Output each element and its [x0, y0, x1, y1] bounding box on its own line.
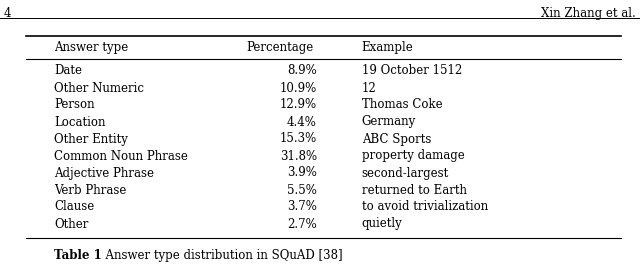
Text: Person: Person: [54, 98, 95, 111]
Text: 2.7%: 2.7%: [287, 218, 317, 231]
Text: 12.9%: 12.9%: [280, 98, 317, 111]
Text: 3.9%: 3.9%: [287, 166, 317, 179]
Text: Thomas Coke: Thomas Coke: [362, 98, 442, 111]
Text: Other: Other: [54, 218, 89, 231]
Text: Clause: Clause: [54, 201, 95, 214]
Text: ABC Sports: ABC Sports: [362, 133, 431, 146]
Text: Adjective Phrase: Adjective Phrase: [54, 166, 154, 179]
Text: Germany: Germany: [362, 115, 416, 128]
Text: Xin Zhang et al.: Xin Zhang et al.: [541, 7, 636, 20]
Text: Other Entity: Other Entity: [54, 133, 128, 146]
Text: 31.8%: 31.8%: [280, 150, 317, 163]
Text: 12: 12: [362, 82, 376, 95]
Text: quietly: quietly: [362, 218, 403, 231]
Text: Example: Example: [362, 40, 413, 53]
Text: to avoid trivialization: to avoid trivialization: [362, 201, 488, 214]
Text: returned to Earth: returned to Earth: [362, 183, 467, 196]
Text: Common Noun Phrase: Common Noun Phrase: [54, 150, 188, 163]
Text: Other Numeric: Other Numeric: [54, 82, 145, 95]
Text: second-largest: second-largest: [362, 166, 449, 179]
Text: Percentage: Percentage: [246, 40, 314, 53]
Text: 19 October 1512: 19 October 1512: [362, 64, 462, 78]
Text: Answer type: Answer type: [54, 40, 129, 53]
Text: 8.9%: 8.9%: [287, 64, 317, 78]
Text: Table 1: Table 1: [54, 249, 102, 262]
Text: 10.9%: 10.9%: [280, 82, 317, 95]
Text: 15.3%: 15.3%: [280, 133, 317, 146]
Text: Answer type distribution in SQuAD [38]: Answer type distribution in SQuAD [38]: [99, 249, 343, 262]
Text: 4.4%: 4.4%: [287, 115, 317, 128]
Text: Date: Date: [54, 64, 83, 78]
Text: Verb Phrase: Verb Phrase: [54, 183, 127, 196]
Text: 4: 4: [4, 7, 12, 20]
Text: 3.7%: 3.7%: [287, 201, 317, 214]
Text: Location: Location: [54, 115, 106, 128]
Text: 5.5%: 5.5%: [287, 183, 317, 196]
Text: property damage: property damage: [362, 150, 465, 163]
